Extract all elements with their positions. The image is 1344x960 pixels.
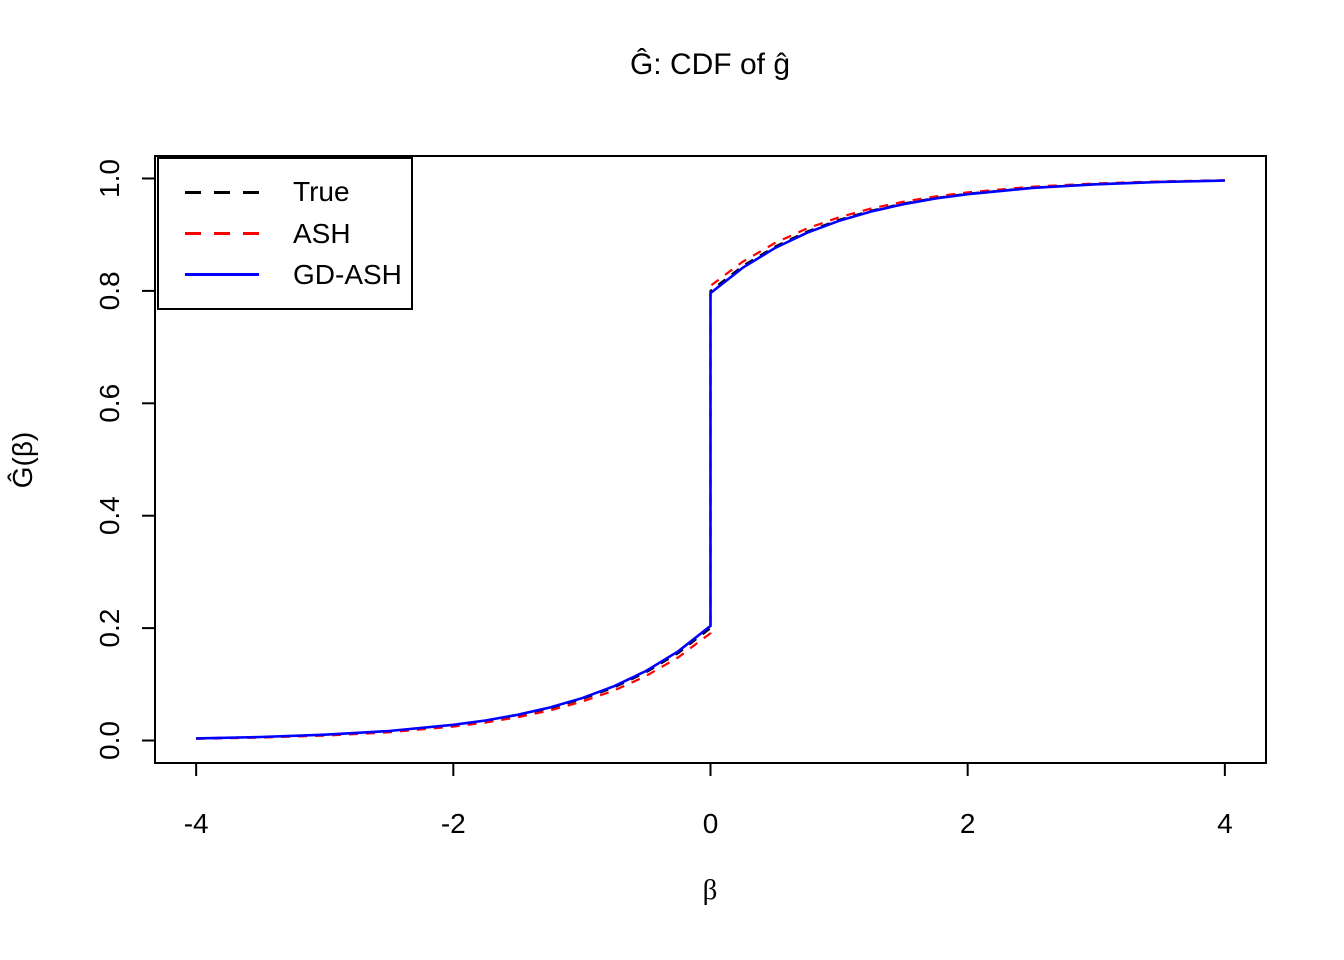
y-tick-label: 0.2 xyxy=(94,609,125,648)
ash-line-swatch xyxy=(185,232,259,235)
legend: True ASH GD-ASH xyxy=(157,157,413,310)
y-tick-label: 0.6 xyxy=(94,384,125,423)
x-tick-label: 0 xyxy=(703,808,719,839)
legend-label-gd-ash: GD-ASH xyxy=(293,258,402,290)
legend-item-ash: ASH xyxy=(185,217,411,249)
chart-title: Ĝ: CDF of ĝ xyxy=(629,48,791,81)
x-axis-label: β xyxy=(702,874,718,906)
y-tick-label: 0.4 xyxy=(94,496,125,535)
legend-item-true: True xyxy=(185,178,411,206)
x-tick-label: 4 xyxy=(1217,808,1233,839)
x-tick-label: 2 xyxy=(960,808,976,839)
y-tick-label: 1.0 xyxy=(94,159,125,198)
series-line-ash xyxy=(196,179,1225,740)
y-tick-label: 0.8 xyxy=(94,271,125,310)
legend-item-gd-ash: GD-ASH xyxy=(185,258,411,290)
y-tick-label: 0.0 xyxy=(94,721,125,760)
true-line-swatch xyxy=(185,190,259,194)
gd-ash-line-swatch xyxy=(185,273,259,277)
x-tick-label: -2 xyxy=(441,808,466,839)
series-line-gd-ash xyxy=(196,179,1225,740)
x-tick-label: -4 xyxy=(184,808,209,839)
legend-label-ash: ASH xyxy=(293,217,351,249)
legend-label-true: True xyxy=(293,176,350,208)
